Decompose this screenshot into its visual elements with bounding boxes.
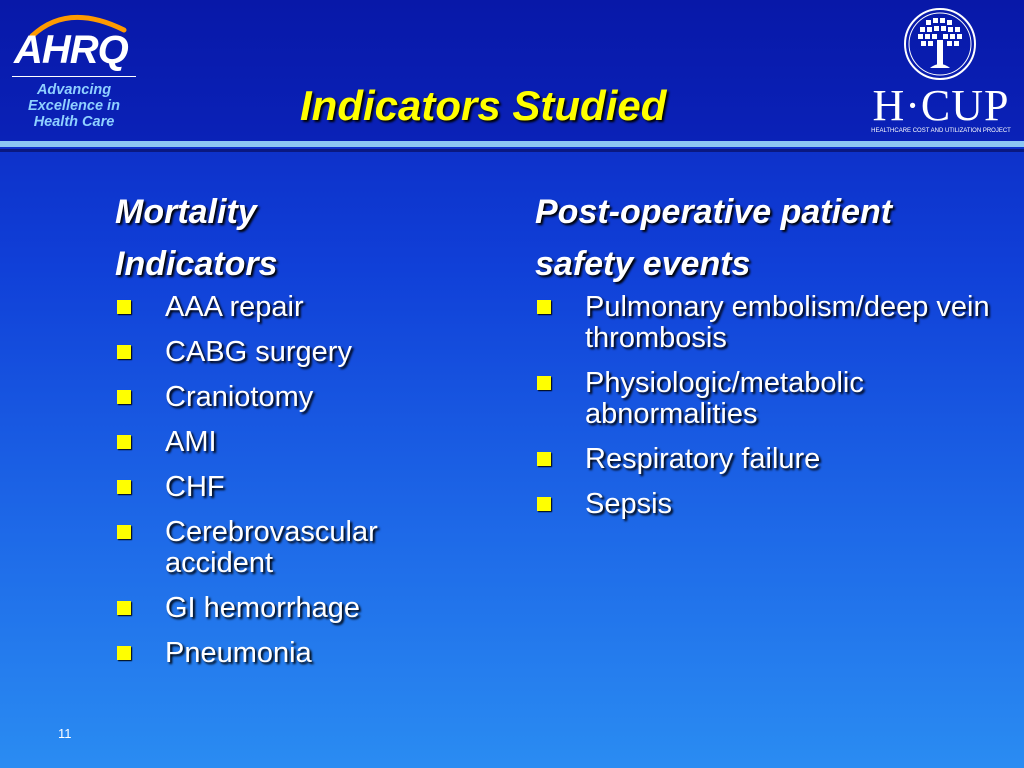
square-bullet-icon xyxy=(117,601,131,615)
list-item: AMI xyxy=(115,427,455,458)
square-bullet-icon xyxy=(537,497,551,511)
list-item: CHF xyxy=(115,472,455,503)
list-item-text: Pulmonary embolism/deep vein thrombosis xyxy=(585,291,990,354)
ahrq-tagline-line: Health Care xyxy=(33,114,115,130)
list-item: Pneumonia xyxy=(115,638,455,669)
list-item-text: CABG surgery xyxy=(165,336,352,368)
square-bullet-icon xyxy=(537,376,551,390)
list-item: AAA repair xyxy=(115,292,455,323)
header-divider-light xyxy=(0,141,1024,147)
list-item: Physiologic/metabolic abnormalities xyxy=(535,368,1005,430)
list-item-text: Pneumonia xyxy=(165,637,312,669)
safety-events-column: Post-operative patient safety events Pul… xyxy=(535,186,1005,534)
list-item-text: AAA repair xyxy=(165,291,304,323)
list-item: Craniotomy xyxy=(115,382,455,413)
list-item-text: Cerebrovascular accident xyxy=(165,516,378,579)
list-item-text: Respiratory failure xyxy=(585,443,821,475)
ahrq-tagline: Advancing Excellence in Health Care xyxy=(8,82,140,130)
square-bullet-icon xyxy=(537,452,551,466)
column-heading: Indicators xyxy=(115,245,278,283)
list-item: Cerebrovascular accident xyxy=(115,517,455,579)
ahrq-logo: AHRQ Advancing Excellence in Health Care xyxy=(8,6,138,136)
square-bullet-icon xyxy=(117,480,131,494)
list-item: Respiratory failure xyxy=(535,444,1005,475)
list-item-text: AMI xyxy=(165,426,217,458)
mortality-indicators-column: Mortality Indicators AAA repair CABG sur… xyxy=(115,186,455,683)
list-item-text: GI hemorrhage xyxy=(165,592,361,624)
list-item: Sepsis xyxy=(535,489,1005,520)
list-item: Pulmonary embolism/deep vein thrombosis xyxy=(535,292,1005,354)
column-heading: Post-operative patient xyxy=(535,193,893,231)
square-bullet-icon xyxy=(117,300,131,314)
column-heading: Mortality xyxy=(115,193,257,231)
square-bullet-icon xyxy=(117,345,131,359)
column-heading: safety events xyxy=(535,245,751,283)
mortality-indicator-list: AAA repair CABG surgery Craniotomy AMI C… xyxy=(115,292,455,669)
page-number: 11 xyxy=(58,726,72,741)
header-divider-dark xyxy=(0,149,1024,152)
list-item-text: Sepsis xyxy=(585,488,673,520)
hcup-wordmark: H·CUP xyxy=(872,81,1010,130)
list-item: CABG surgery xyxy=(115,337,455,368)
hcup-logo: H·CUP HEALTHCARE COST AND UTILIZATION PR… xyxy=(866,6,1016,136)
square-bullet-icon xyxy=(117,525,131,539)
square-bullet-icon xyxy=(117,646,131,660)
hcup-subtitle: HEALTHCARE COST AND UTILIZATION PROJECT xyxy=(871,128,1011,134)
list-item: GI hemorrhage xyxy=(115,593,455,624)
ahrq-tagline-line: Advancing xyxy=(36,82,112,98)
square-bullet-icon xyxy=(117,390,131,404)
list-item-text: Craniotomy xyxy=(165,381,314,413)
ahrq-swoosh-icon xyxy=(29,14,127,38)
header-band xyxy=(0,0,1024,145)
ahrq-divider xyxy=(12,76,136,77)
tree-seal-icon xyxy=(904,8,976,80)
slide-title: Indicators Studied xyxy=(300,82,667,129)
square-bullet-icon xyxy=(117,435,131,449)
ahrq-wordmark: AHRQ xyxy=(14,28,129,72)
list-item-text: Physiologic/metabolic abnormalities xyxy=(585,367,864,430)
list-item-text: CHF xyxy=(165,471,225,503)
safety-event-list: Pulmonary embolism/deep vein thrombosis … xyxy=(535,292,1005,520)
square-bullet-icon xyxy=(537,300,551,314)
ahrq-tagline-line: Excellence in xyxy=(28,98,120,114)
